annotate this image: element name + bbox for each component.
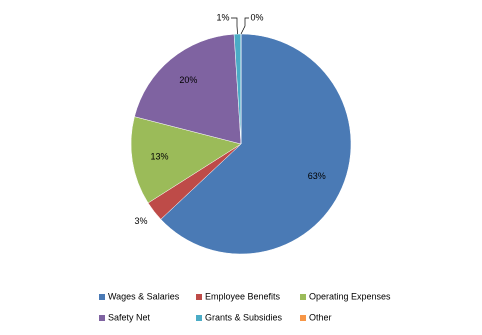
leader-line bbox=[231, 17, 238, 35]
pie-slice bbox=[134, 33, 242, 145]
legend-label: Operating Expenses bbox=[309, 291, 391, 301]
pie-slice bbox=[160, 33, 352, 255]
legend-label: Employee Benefits bbox=[205, 291, 281, 301]
pie-slice bbox=[130, 116, 242, 204]
legend-swatch bbox=[300, 315, 306, 321]
legend-swatch bbox=[196, 315, 202, 321]
leader-line bbox=[240, 17, 249, 35]
legend-label: Grants & Subsidies bbox=[205, 312, 283, 322]
legend-label: Wages & Salaries bbox=[108, 291, 180, 301]
legend-label: Other bbox=[309, 312, 332, 322]
data-label: 20% bbox=[179, 75, 197, 85]
data-label: 13% bbox=[151, 151, 169, 161]
legend-swatch bbox=[300, 294, 306, 300]
legend-swatch bbox=[99, 294, 105, 300]
legend-swatch bbox=[196, 294, 202, 300]
legend-swatch bbox=[99, 315, 105, 321]
legend-label: Safety Net bbox=[108, 312, 151, 322]
data-label: 3% bbox=[135, 216, 148, 226]
data-label: 1% bbox=[216, 12, 229, 22]
data-label: 0% bbox=[250, 12, 263, 22]
data-label: 63% bbox=[308, 171, 326, 181]
